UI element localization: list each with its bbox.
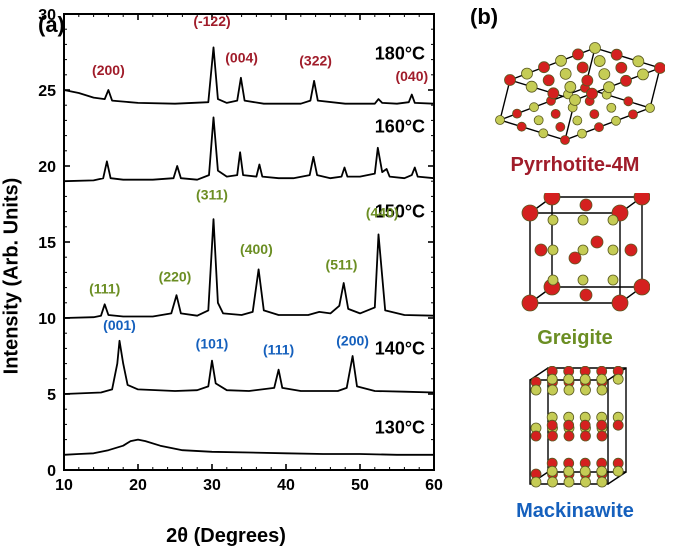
panel-a: (a) 102030405060051015202530130°C140°C15…: [6, 6, 446, 546]
pyrrhotite-label: Pyrrhotite-4M: [511, 154, 640, 177]
svg-text:50: 50: [351, 477, 369, 494]
svg-text:15: 15: [38, 235, 56, 252]
svg-text:140°C: 140°C: [375, 338, 425, 358]
pyrrhotite-cell-icon: [485, 20, 665, 150]
greigite-cell-icon: [500, 193, 650, 323]
svg-text:180°C: 180°C: [375, 44, 425, 64]
svg-text:30: 30: [203, 477, 221, 494]
svg-text:(-122): (-122): [193, 13, 230, 29]
svg-text:20: 20: [129, 477, 147, 494]
svg-text:(311): (311): [196, 186, 228, 202]
svg-text:10: 10: [38, 311, 56, 328]
svg-text:(220): (220): [159, 269, 192, 285]
svg-text:(200): (200): [92, 62, 125, 78]
svg-text:20: 20: [38, 159, 56, 176]
svg-text:5: 5: [47, 387, 56, 404]
mackinawite-cell-icon: [505, 366, 645, 496]
svg-text:60: 60: [425, 477, 443, 494]
svg-text:(200): (200): [336, 332, 369, 348]
svg-text:25: 25: [38, 83, 56, 100]
svg-text:10: 10: [55, 477, 73, 494]
svg-text:(322): (322): [299, 53, 332, 69]
svg-text:(440): (440): [366, 205, 399, 221]
svg-text:(004): (004): [225, 50, 258, 66]
svg-text:(040): (040): [395, 68, 428, 84]
svg-text:(511): (511): [326, 256, 358, 272]
structure-pyrrhotite: Pyrrhotite-4M: [470, 20, 680, 177]
mackinawite-label: Mackinawite: [516, 500, 634, 523]
svg-text:(400): (400): [240, 241, 273, 257]
svg-text:(111): (111): [89, 281, 120, 297]
svg-text:(111): (111): [263, 341, 294, 357]
svg-text:130°C: 130°C: [375, 418, 425, 438]
panel-b-label: (b): [470, 4, 498, 30]
svg-text:(101): (101): [196, 335, 229, 351]
svg-text:(001): (001): [103, 317, 136, 333]
greigite-label: Greigite: [537, 327, 613, 350]
panel-a-label: (a): [38, 12, 65, 38]
structure-greigite: Greigite: [470, 193, 680, 350]
svg-text:0: 0: [47, 463, 56, 480]
y-axis-label: Intensity (Arb. Units): [1, 178, 24, 375]
panel-b: (b) Pyrrhotite-4M Greigite Mackinawite: [470, 6, 680, 546]
x-axis-label: 2θ (Degrees): [166, 525, 286, 548]
xrd-chart: 102030405060051015202530130°C140°C150°C1…: [6, 6, 446, 516]
svg-text:160°C: 160°C: [375, 117, 425, 137]
svg-text:40: 40: [277, 477, 295, 494]
structure-mackinawite: Mackinawite: [470, 366, 680, 523]
